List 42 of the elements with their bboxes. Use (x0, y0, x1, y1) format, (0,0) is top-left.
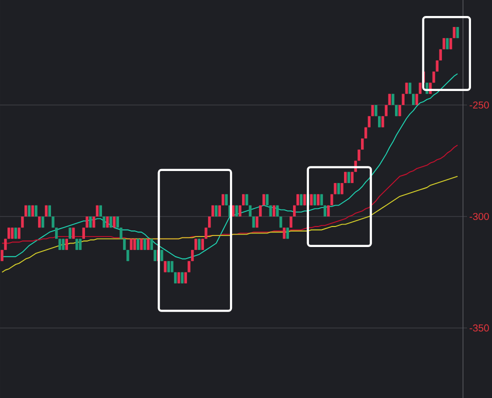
candlestick (330, 194, 334, 206)
candlestick (316, 194, 320, 206)
candlestick (68, 227, 72, 240)
y-tick-label: -300 (470, 212, 489, 220)
y-tick-label: -250 (470, 101, 489, 109)
candlestick (184, 272, 187, 284)
candlestick (10, 227, 14, 240)
y-tick-label: -350 (470, 324, 489, 332)
candlestick (442, 38, 446, 50)
candlestick (296, 194, 300, 206)
candlestick (313, 194, 316, 206)
candlestick (286, 227, 289, 240)
candlestick (378, 116, 381, 128)
candlestick (204, 227, 208, 240)
candlestick (180, 272, 184, 284)
candlestick (405, 82, 408, 94)
candlestick (225, 194, 228, 206)
candlestick (446, 38, 449, 50)
candlestick (7, 227, 10, 240)
candlestick (245, 194, 248, 206)
candlestick (408, 82, 412, 94)
candlestick (300, 194, 303, 206)
candlestick (18, 227, 20, 240)
candlestick (381, 116, 384, 128)
candlestick (174, 272, 177, 284)
candlestick (242, 194, 245, 206)
candlestick (449, 38, 452, 50)
candlestick (177, 272, 180, 284)
candlestick (55, 227, 58, 240)
candlestick (222, 194, 224, 206)
candlestick (282, 227, 286, 240)
candlestick (418, 82, 422, 94)
candlestick (14, 227, 17, 240)
candlestick (303, 194, 306, 206)
candlestick (368, 116, 371, 128)
candlestick (310, 194, 313, 206)
candlestick (262, 194, 266, 206)
candlestick (120, 227, 122, 240)
candlestick (82, 227, 85, 240)
candlestick (72, 227, 75, 240)
candlestick (266, 194, 269, 206)
candlestick (320, 194, 323, 206)
